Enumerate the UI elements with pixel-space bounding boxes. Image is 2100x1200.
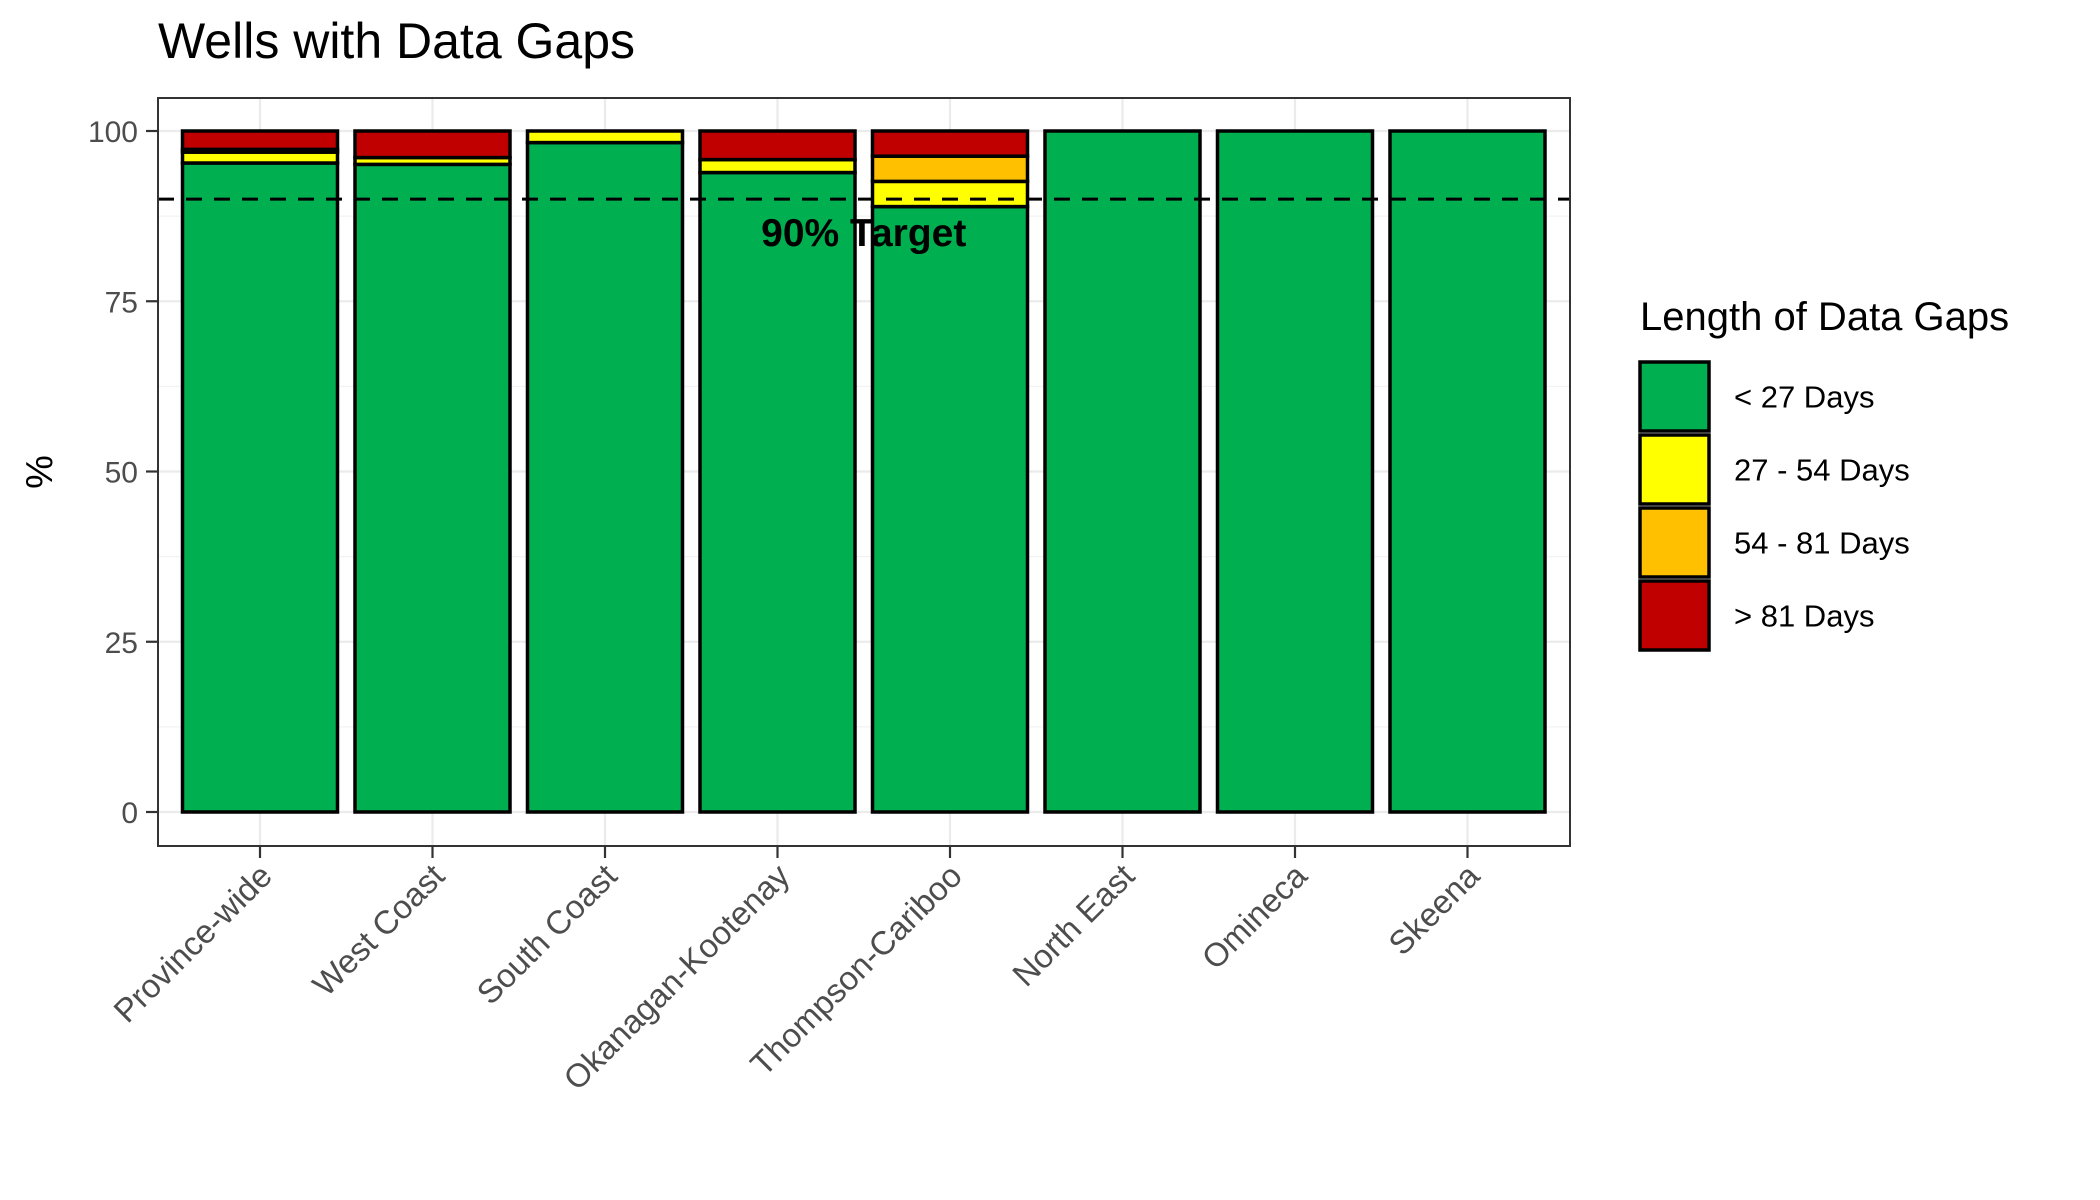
reference-line-group: 90% Target <box>158 197 1570 255</box>
y-tick-label: 50 <box>105 457 138 490</box>
legend-title: Length of Data Gaps <box>1640 295 2009 339</box>
bar-segment <box>353 162 512 814</box>
bar-segment <box>353 129 512 160</box>
y-axis-label: % <box>19 455 61 489</box>
legend: Length of Data Gaps < 27 Days 27 - 54 Day… <box>1638 295 2009 652</box>
x-tick-label: North East <box>1005 857 1141 993</box>
x-tick-label: West Coast <box>305 857 451 1003</box>
bar-segment <box>870 154 1030 184</box>
bar-segment <box>698 170 857 814</box>
y-axis-ticks: 0 25 50 75 100 <box>88 116 158 830</box>
bar-segment <box>180 129 340 152</box>
bar-segment <box>870 204 1030 814</box>
y-tick-label: 100 <box>88 116 138 149</box>
bar-segment <box>525 140 685 814</box>
bar-segment <box>525 129 685 145</box>
x-tick-label: Omineca <box>1194 856 1314 976</box>
bar-segment <box>1043 129 1202 814</box>
bar-segment <box>180 161 340 814</box>
bars <box>180 129 1547 814</box>
y-tick-label: 0 <box>121 797 138 830</box>
legend-label: > 81 Days <box>1734 599 1874 634</box>
x-tick-label: Skeena <box>1381 856 1487 962</box>
chart-title: Wells with Data Gaps <box>158 13 635 69</box>
legend-label: 27 - 54 Days <box>1734 453 1910 488</box>
bar-segment <box>870 179 1030 209</box>
x-tick-label: South Coast <box>469 857 624 1012</box>
bar-segment <box>1388 129 1547 814</box>
bar-segment <box>1215 129 1375 814</box>
legend-key <box>1638 433 1711 506</box>
y-tick-label: 75 <box>105 286 138 319</box>
y-tick-label: 25 <box>105 627 138 660</box>
legend-key <box>1638 579 1711 652</box>
bar-segment <box>698 129 857 162</box>
legend-label: 54 - 81 Days <box>1734 526 1910 561</box>
legend-key <box>1638 360 1711 433</box>
legend-key <box>1638 506 1711 579</box>
bar-segment <box>698 157 857 175</box>
bar-segment <box>870 129 1030 158</box>
target-label: 90% Target <box>761 212 966 255</box>
x-axis-ticks: Province-wide West Coast South CoastOkanag… <box>106 846 1487 1097</box>
legend-label: < 27 Days <box>1734 380 1874 415</box>
x-tick-label: Province-wide <box>106 857 279 1030</box>
